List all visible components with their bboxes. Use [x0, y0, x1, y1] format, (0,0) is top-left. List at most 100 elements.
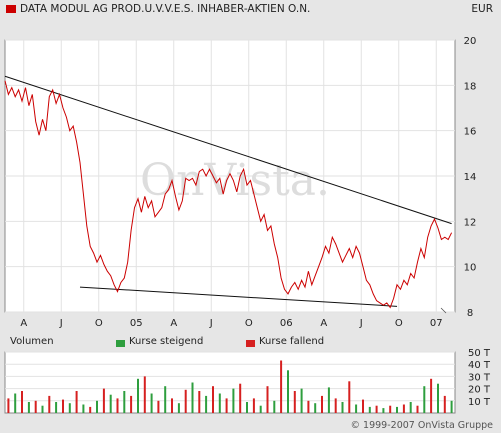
volume-bar — [423, 386, 426, 413]
volume-bar — [287, 370, 289, 413]
price-y-tick-label: 14 — [464, 172, 477, 183]
volume-label: Volumen — [10, 336, 54, 347]
volume-bar — [225, 398, 228, 413]
volume-bar — [7, 398, 10, 413]
price-x-tick-label: A — [320, 318, 327, 329]
volume-bar — [314, 403, 317, 413]
volume-bar — [341, 402, 344, 413]
volume-bar — [205, 395, 208, 413]
volume-bar — [239, 383, 242, 413]
falling-swatch — [246, 340, 255, 347]
volume-y-tick-label: 40 T — [468, 360, 491, 371]
rising-swatch — [116, 340, 125, 347]
volume-bar — [362, 399, 364, 413]
volume-bar — [14, 393, 17, 413]
volume-bar — [102, 388, 105, 413]
price-x-tick-label: J — [359, 318, 363, 329]
rising-label: Kurse steigend — [129, 336, 204, 347]
volume-bar — [184, 389, 187, 413]
volume-bar — [334, 398, 337, 413]
volume-bar — [212, 386, 214, 413]
volume-bar — [150, 393, 153, 413]
volume-bar — [259, 405, 262, 413]
volume-bar — [443, 395, 446, 413]
price-x-tick-label: 06 — [280, 318, 293, 329]
volume-bar — [177, 403, 180, 413]
chart-title: DATA MODUL AG PROD.U.V.V.E.S. INHABER-AK… — [20, 3, 311, 15]
volume-bar — [116, 398, 119, 413]
volume-bar — [266, 386, 269, 413]
volume-bar — [300, 388, 303, 413]
volume-bar — [327, 387, 330, 413]
volume-y-tick-label: 50 T — [468, 348, 491, 359]
volume-bar — [34, 400, 37, 413]
trendline — [4, 75, 452, 225]
volume-bar — [48, 395, 51, 413]
price-x-tick-label: J — [59, 318, 63, 329]
volume-bar — [430, 378, 433, 413]
price-x-tick-label: O — [95, 318, 103, 329]
volume-bar — [307, 400, 310, 413]
volume-bar — [232, 388, 235, 413]
volume-bar — [416, 405, 419, 413]
volume-bar — [171, 398, 173, 413]
volume-bar — [396, 406, 398, 413]
trendline — [79, 286, 398, 307]
price-y-tick-label: 18 — [464, 81, 477, 92]
volume-bar — [164, 386, 167, 413]
volume-y-tick-label: 20 T — [468, 385, 491, 396]
volume-bar — [137, 378, 139, 413]
volume-bar — [273, 400, 276, 413]
currency-label: EUR — [471, 3, 493, 15]
price-x-tick-label: 07 — [430, 318, 443, 329]
volume-bar — [252, 398, 255, 413]
price-y-tick-label: 12 — [464, 217, 477, 228]
price-y-tick-label: 10 — [464, 263, 477, 274]
price-y-tick-label: 16 — [464, 127, 477, 138]
falling-label: Kurse fallend — [259, 336, 325, 347]
volume-bar — [348, 381, 351, 413]
copyright-notice: © 1999-2007 OnVista Gruppe — [350, 420, 493, 431]
volume-bar — [198, 391, 201, 413]
volume-bar — [368, 406, 371, 413]
volume-bar — [89, 406, 92, 413]
volume-bar — [218, 393, 221, 413]
volume-bar — [191, 382, 194, 413]
volume-bar — [68, 403, 71, 413]
price-x-tick-label: J — [209, 318, 213, 329]
price-x-tick-label: O — [245, 318, 253, 329]
volume-bar — [246, 402, 248, 413]
volume-y-tick-label: 10 T — [468, 397, 491, 408]
volume-bar — [375, 405, 378, 413]
volume-bar — [27, 402, 30, 413]
volume-bar — [130, 395, 133, 413]
volume-bar — [96, 400, 98, 413]
price-x-tick-label: A — [20, 318, 27, 329]
volume-bar — [109, 394, 112, 413]
price-x-tick-label: A — [170, 318, 177, 329]
volume-bar — [280, 360, 283, 413]
volume-bar — [143, 376, 146, 413]
price-legend-swatch — [6, 5, 16, 13]
volume-legend: Volumen Kurse steigend Kurse fallend — [0, 336, 501, 352]
volume-plot-area — [4, 351, 456, 414]
volume-bar — [321, 395, 323, 413]
volume-bar — [355, 404, 358, 413]
volume-bar — [55, 402, 58, 413]
price-x-tick-label: 05 — [130, 318, 143, 329]
volume-bar — [293, 391, 296, 413]
volume-bar — [437, 383, 439, 413]
price-y-tick-label: 20 — [464, 36, 477, 47]
volume-bar — [389, 405, 392, 413]
volume-bar — [157, 400, 160, 413]
volume-bar — [402, 404, 405, 413]
price-series-line — [4, 80, 453, 309]
volume-bar — [21, 391, 23, 413]
volume-bar — [62, 399, 64, 413]
volume-bar — [450, 400, 453, 413]
chart-corner-mark — [440, 307, 447, 314]
volume-y-tick-label: 30 T — [468, 372, 491, 383]
volume-bar — [382, 408, 385, 413]
